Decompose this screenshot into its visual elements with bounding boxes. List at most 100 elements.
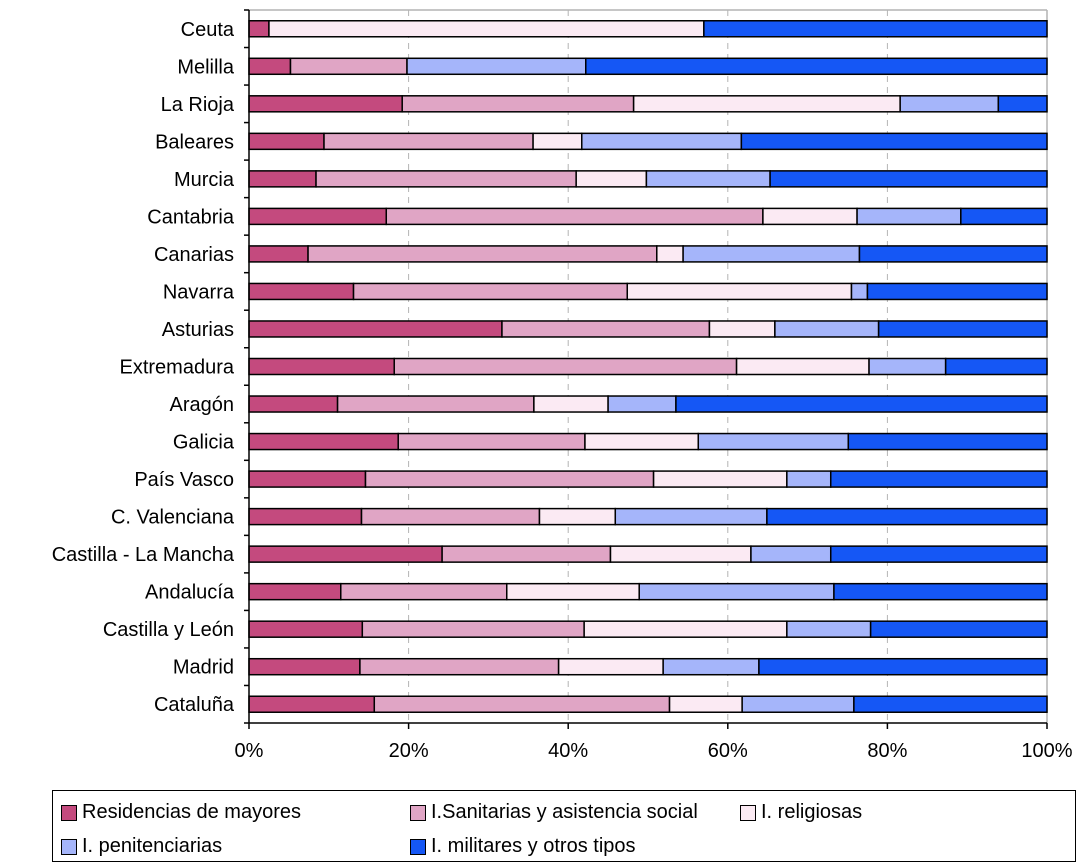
bar-segment bbox=[960, 207, 1048, 226]
bar-segment bbox=[248, 170, 317, 188]
bar-segment bbox=[248, 582, 342, 601]
bar-segment bbox=[735, 357, 870, 376]
bar-segment bbox=[352, 282, 629, 301]
y-tick-label: Galicia bbox=[173, 432, 235, 454]
bar-segment bbox=[774, 320, 880, 338]
bar-segment bbox=[359, 657, 560, 676]
bar-segment bbox=[868, 357, 947, 376]
bar-segment bbox=[697, 432, 850, 451]
bar-segment bbox=[584, 432, 700, 451]
axes bbox=[244, 9, 1048, 729]
bar-segment bbox=[315, 170, 577, 188]
y-tick-label: Asturias bbox=[162, 319, 234, 341]
y-tick-label: País Vasco bbox=[134, 469, 234, 491]
bar-segment bbox=[248, 545, 443, 563]
y-tick-label: Madrid bbox=[173, 657, 234, 679]
bar-segment bbox=[766, 507, 1048, 526]
bar-segment bbox=[741, 695, 855, 713]
bar-segment bbox=[406, 57, 587, 76]
bar-segment bbox=[248, 507, 363, 526]
bar-segment bbox=[307, 245, 658, 263]
bar-segment bbox=[248, 245, 309, 263]
bar-segment bbox=[575, 170, 648, 188]
legend-swatch bbox=[410, 804, 426, 821]
bar-segment bbox=[364, 470, 655, 488]
legend-item: I. militares y otros tipos bbox=[410, 835, 636, 858]
y-tick-label: Andalucía bbox=[145, 582, 235, 604]
bar-segment bbox=[708, 320, 776, 338]
y-tick-label: Extremadura bbox=[120, 357, 235, 379]
legend-swatch bbox=[61, 838, 77, 855]
bar-segment bbox=[668, 695, 743, 713]
bar-segment bbox=[268, 20, 705, 38]
bar-segment bbox=[786, 470, 832, 488]
y-tick-label: Ceuta bbox=[181, 19, 235, 41]
bar-segment bbox=[501, 320, 711, 338]
bar-segment bbox=[248, 282, 355, 301]
bar-segment bbox=[829, 545, 1048, 563]
y-tick-label: Cataluña bbox=[154, 694, 235, 716]
x-tick-label: 100% bbox=[1021, 740, 1072, 762]
bar-segment bbox=[248, 207, 388, 226]
bar-segment bbox=[869, 620, 1048, 638]
x-tick-label: 0% bbox=[235, 740, 264, 762]
bar-segment bbox=[340, 582, 508, 601]
bar-segment bbox=[850, 282, 869, 301]
y-axis-labels: Ceuta Melilla La Rioja Baleares Murcia Cantab… bbox=[52, 19, 235, 716]
bar-segment bbox=[682, 245, 861, 263]
legend-item: Residencias de mayores bbox=[61, 801, 301, 824]
bar-segment bbox=[847, 432, 1048, 451]
bar-segment bbox=[609, 545, 752, 563]
bar-segment bbox=[997, 95, 1048, 113]
legend-item: I. religiosas bbox=[740, 801, 862, 824]
x-tick-label: 60% bbox=[708, 740, 748, 762]
legend-item: I. penitenciarias bbox=[61, 835, 222, 858]
bar-segment bbox=[638, 582, 835, 601]
bar-segment bbox=[248, 695, 376, 713]
bar-segment bbox=[626, 282, 853, 301]
legend-swatch bbox=[410, 838, 426, 855]
bar-segment bbox=[607, 395, 677, 413]
bar-segment bbox=[323, 132, 534, 151]
bar-segment bbox=[758, 657, 1048, 676]
legend-label: I.Sanitarias y asistencia social bbox=[431, 801, 698, 823]
bar-segment bbox=[583, 620, 788, 638]
bar-segment bbox=[866, 282, 1048, 301]
bar-segment bbox=[360, 507, 541, 526]
bar-segment bbox=[853, 695, 1048, 713]
y-tick-label: C. Valenciana bbox=[111, 507, 235, 529]
x-tick-label: 80% bbox=[867, 740, 907, 762]
bar-segment bbox=[248, 357, 395, 376]
x-tick-label: 20% bbox=[389, 740, 429, 762]
bar-segment bbox=[336, 395, 535, 413]
bar-segment bbox=[248, 470, 367, 488]
bar-segment bbox=[533, 395, 609, 413]
bar-segment bbox=[373, 695, 671, 713]
legend-label: I. militares y otros tipos bbox=[431, 835, 636, 857]
bar-segment bbox=[662, 657, 760, 676]
bar-segment bbox=[877, 320, 1048, 338]
bar-segment bbox=[899, 95, 1000, 113]
bar-segment bbox=[441, 545, 612, 563]
bar-segment bbox=[858, 245, 1048, 263]
y-tick-label: Cantabria bbox=[147, 206, 235, 228]
y-tick-label: Murcia bbox=[174, 169, 235, 191]
bar-segment bbox=[557, 657, 664, 676]
bar-segment bbox=[829, 470, 1048, 488]
bar-segment bbox=[248, 620, 364, 638]
legend-label: I. penitenciarias bbox=[82, 835, 223, 857]
legend-item: I.Sanitarias y asistencia social bbox=[410, 801, 698, 824]
legend-label: Residencias de mayores bbox=[82, 801, 301, 823]
bar-segment bbox=[248, 132, 325, 151]
bar-segment bbox=[393, 357, 738, 376]
bar-segment bbox=[762, 207, 858, 226]
bar-segment bbox=[652, 470, 788, 488]
y-tick-label: Aragón bbox=[170, 394, 235, 416]
bar-segment bbox=[506, 582, 640, 601]
bar-segment bbox=[833, 582, 1048, 601]
x-tick-label: 40% bbox=[548, 740, 588, 762]
legend: Residencias de mayores I.Sanitarias y asi… bbox=[52, 790, 1076, 862]
bar-segment bbox=[248, 320, 503, 338]
bar-segment bbox=[645, 170, 771, 188]
bar-segment bbox=[614, 507, 768, 526]
